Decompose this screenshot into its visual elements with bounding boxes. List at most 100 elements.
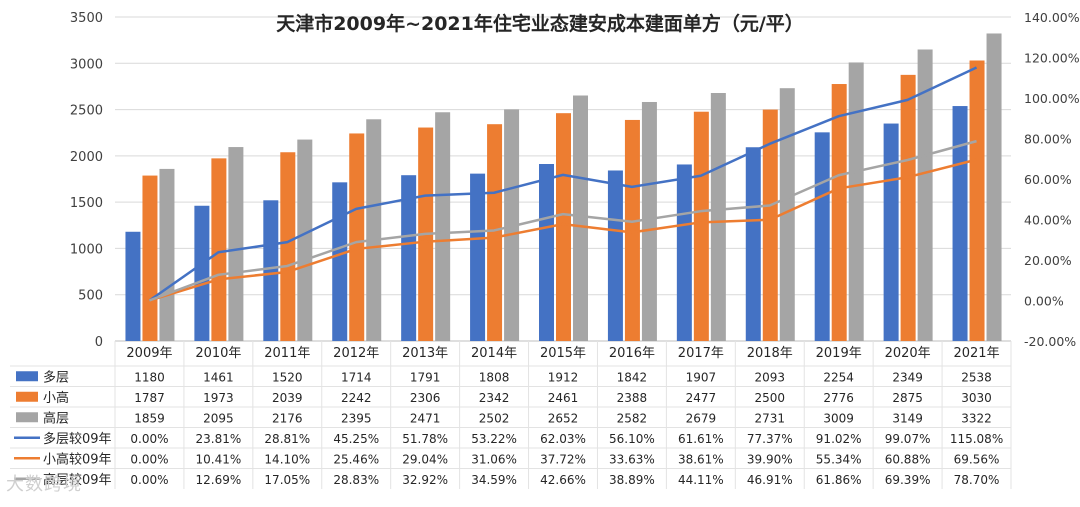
- table-value: 0.00%: [130, 432, 168, 446]
- table-value: 2306: [410, 391, 441, 405]
- table-value: 2731: [754, 411, 785, 425]
- table-value: 2477: [686, 391, 717, 405]
- bar: [814, 132, 830, 341]
- table-value: 28.81%: [264, 432, 310, 446]
- bar: [539, 164, 554, 341]
- bar: [952, 106, 968, 341]
- table-value: 0.00%: [130, 473, 168, 487]
- bar: [125, 231, 141, 341]
- table-value: 32.92%: [402, 473, 448, 487]
- table-value: 14.10%: [264, 452, 310, 466]
- table-value: 2502: [479, 411, 510, 425]
- table-value: 2093: [754, 370, 785, 384]
- bar: [607, 170, 623, 341]
- table-value: 3009: [823, 411, 854, 425]
- watermark-text: 大数跨境: [6, 474, 82, 495]
- category-label: 2020年: [885, 346, 931, 361]
- table-value: 91.02%: [816, 432, 862, 446]
- chart-title: 天津市2009年~2021年住宅业态建安成本建面单方（元/平）: [276, 12, 804, 35]
- table-value: 1791: [410, 370, 441, 384]
- series-line: [149, 158, 977, 302]
- bar: [159, 168, 175, 341]
- legend-key: [16, 391, 38, 402]
- bar: [986, 33, 1002, 341]
- category-label: 2010年: [195, 346, 241, 361]
- table-value: 44.11%: [678, 473, 724, 487]
- legend-label: 高层较09年: [43, 472, 112, 488]
- table-value: 1520: [272, 370, 303, 384]
- y-left-tick-label: 3500: [70, 11, 103, 26]
- bar: [848, 62, 864, 341]
- legend-label: 小高: [43, 390, 69, 406]
- y-left-tick-label: 1500: [70, 196, 103, 211]
- y-right-tick-label: 100.00%: [1024, 91, 1080, 106]
- category-label: 2015年: [540, 346, 586, 361]
- table-value: 28.83%: [333, 473, 379, 487]
- bar: [693, 111, 709, 342]
- category-label: 2017年: [678, 346, 724, 361]
- category-label: 2009年: [126, 346, 172, 361]
- table-value: 99.07%: [885, 432, 931, 446]
- table-value: 0.00%: [130, 452, 168, 466]
- legend-label: 多层: [43, 369, 69, 385]
- category-label: 2018年: [747, 346, 793, 361]
- table-value: 2342: [479, 391, 510, 405]
- table-value: 60.88%: [885, 452, 931, 466]
- table-value: 1714: [341, 370, 372, 384]
- bar: [831, 84, 847, 341]
- bar: [366, 119, 382, 341]
- table-value: 61.61%: [678, 432, 724, 446]
- table-value: 1461: [203, 370, 234, 384]
- series-line: [149, 139, 977, 302]
- table-value: 55.34%: [816, 452, 862, 466]
- table-value: 53.22%: [471, 432, 517, 446]
- table-value: 46.91%: [747, 473, 793, 487]
- category-label: 2013年: [402, 346, 448, 361]
- table-value: 62.03%: [540, 432, 586, 446]
- bar: [332, 182, 348, 341]
- y-right-tick-label: 20.00%: [1024, 253, 1072, 268]
- category-label: 2014年: [471, 346, 517, 361]
- bar: [900, 74, 916, 341]
- bar: [263, 200, 279, 341]
- bar: [487, 124, 503, 341]
- bar: [779, 88, 795, 341]
- table-value: 3322: [961, 411, 992, 425]
- table-value: 69.56%: [954, 452, 1000, 466]
- category-label: 2016年: [609, 346, 655, 361]
- bar: [624, 119, 640, 342]
- table-value: 23.81%: [196, 432, 242, 446]
- bar: [745, 147, 761, 341]
- bar: [641, 101, 657, 342]
- table-value: 10.41%: [196, 452, 242, 466]
- table-value: 2039: [272, 391, 303, 405]
- table-value: 2500: [754, 391, 785, 405]
- legend-label: 多层较09年: [43, 431, 112, 447]
- table-value: 2652: [548, 411, 579, 425]
- table-value: 33.63%: [609, 452, 655, 466]
- bar: [556, 113, 571, 341]
- table-value: 2875: [892, 391, 923, 405]
- y-right-tick-label: 120.00%: [1024, 51, 1080, 66]
- table-value: 1912: [548, 370, 579, 384]
- table-value: 38.61%: [678, 452, 724, 466]
- table-value: 42.66%: [540, 473, 586, 487]
- table-value: 115.08%: [950, 432, 1003, 446]
- y-left-tick-label: 500: [78, 289, 103, 304]
- bar: [470, 173, 486, 341]
- table-value: 17.05%: [264, 473, 310, 487]
- table-value: 2388: [617, 391, 648, 405]
- table-value: 25.46%: [333, 452, 379, 466]
- table-value: 77.37%: [747, 432, 793, 446]
- table-value: 12.69%: [196, 473, 242, 487]
- category-label: 2012年: [333, 346, 379, 361]
- y-left-tick-label: 1000: [70, 242, 103, 257]
- bar: [228, 147, 244, 341]
- series-line: [148, 66, 978, 302]
- bar: [676, 164, 692, 341]
- y-right-tick-label: 0.00%: [1024, 294, 1064, 309]
- bar: [762, 109, 778, 341]
- legend-label: 小高较09年: [43, 451, 112, 467]
- table-value: 2242: [341, 391, 372, 405]
- table-value: 37.72%: [540, 452, 586, 466]
